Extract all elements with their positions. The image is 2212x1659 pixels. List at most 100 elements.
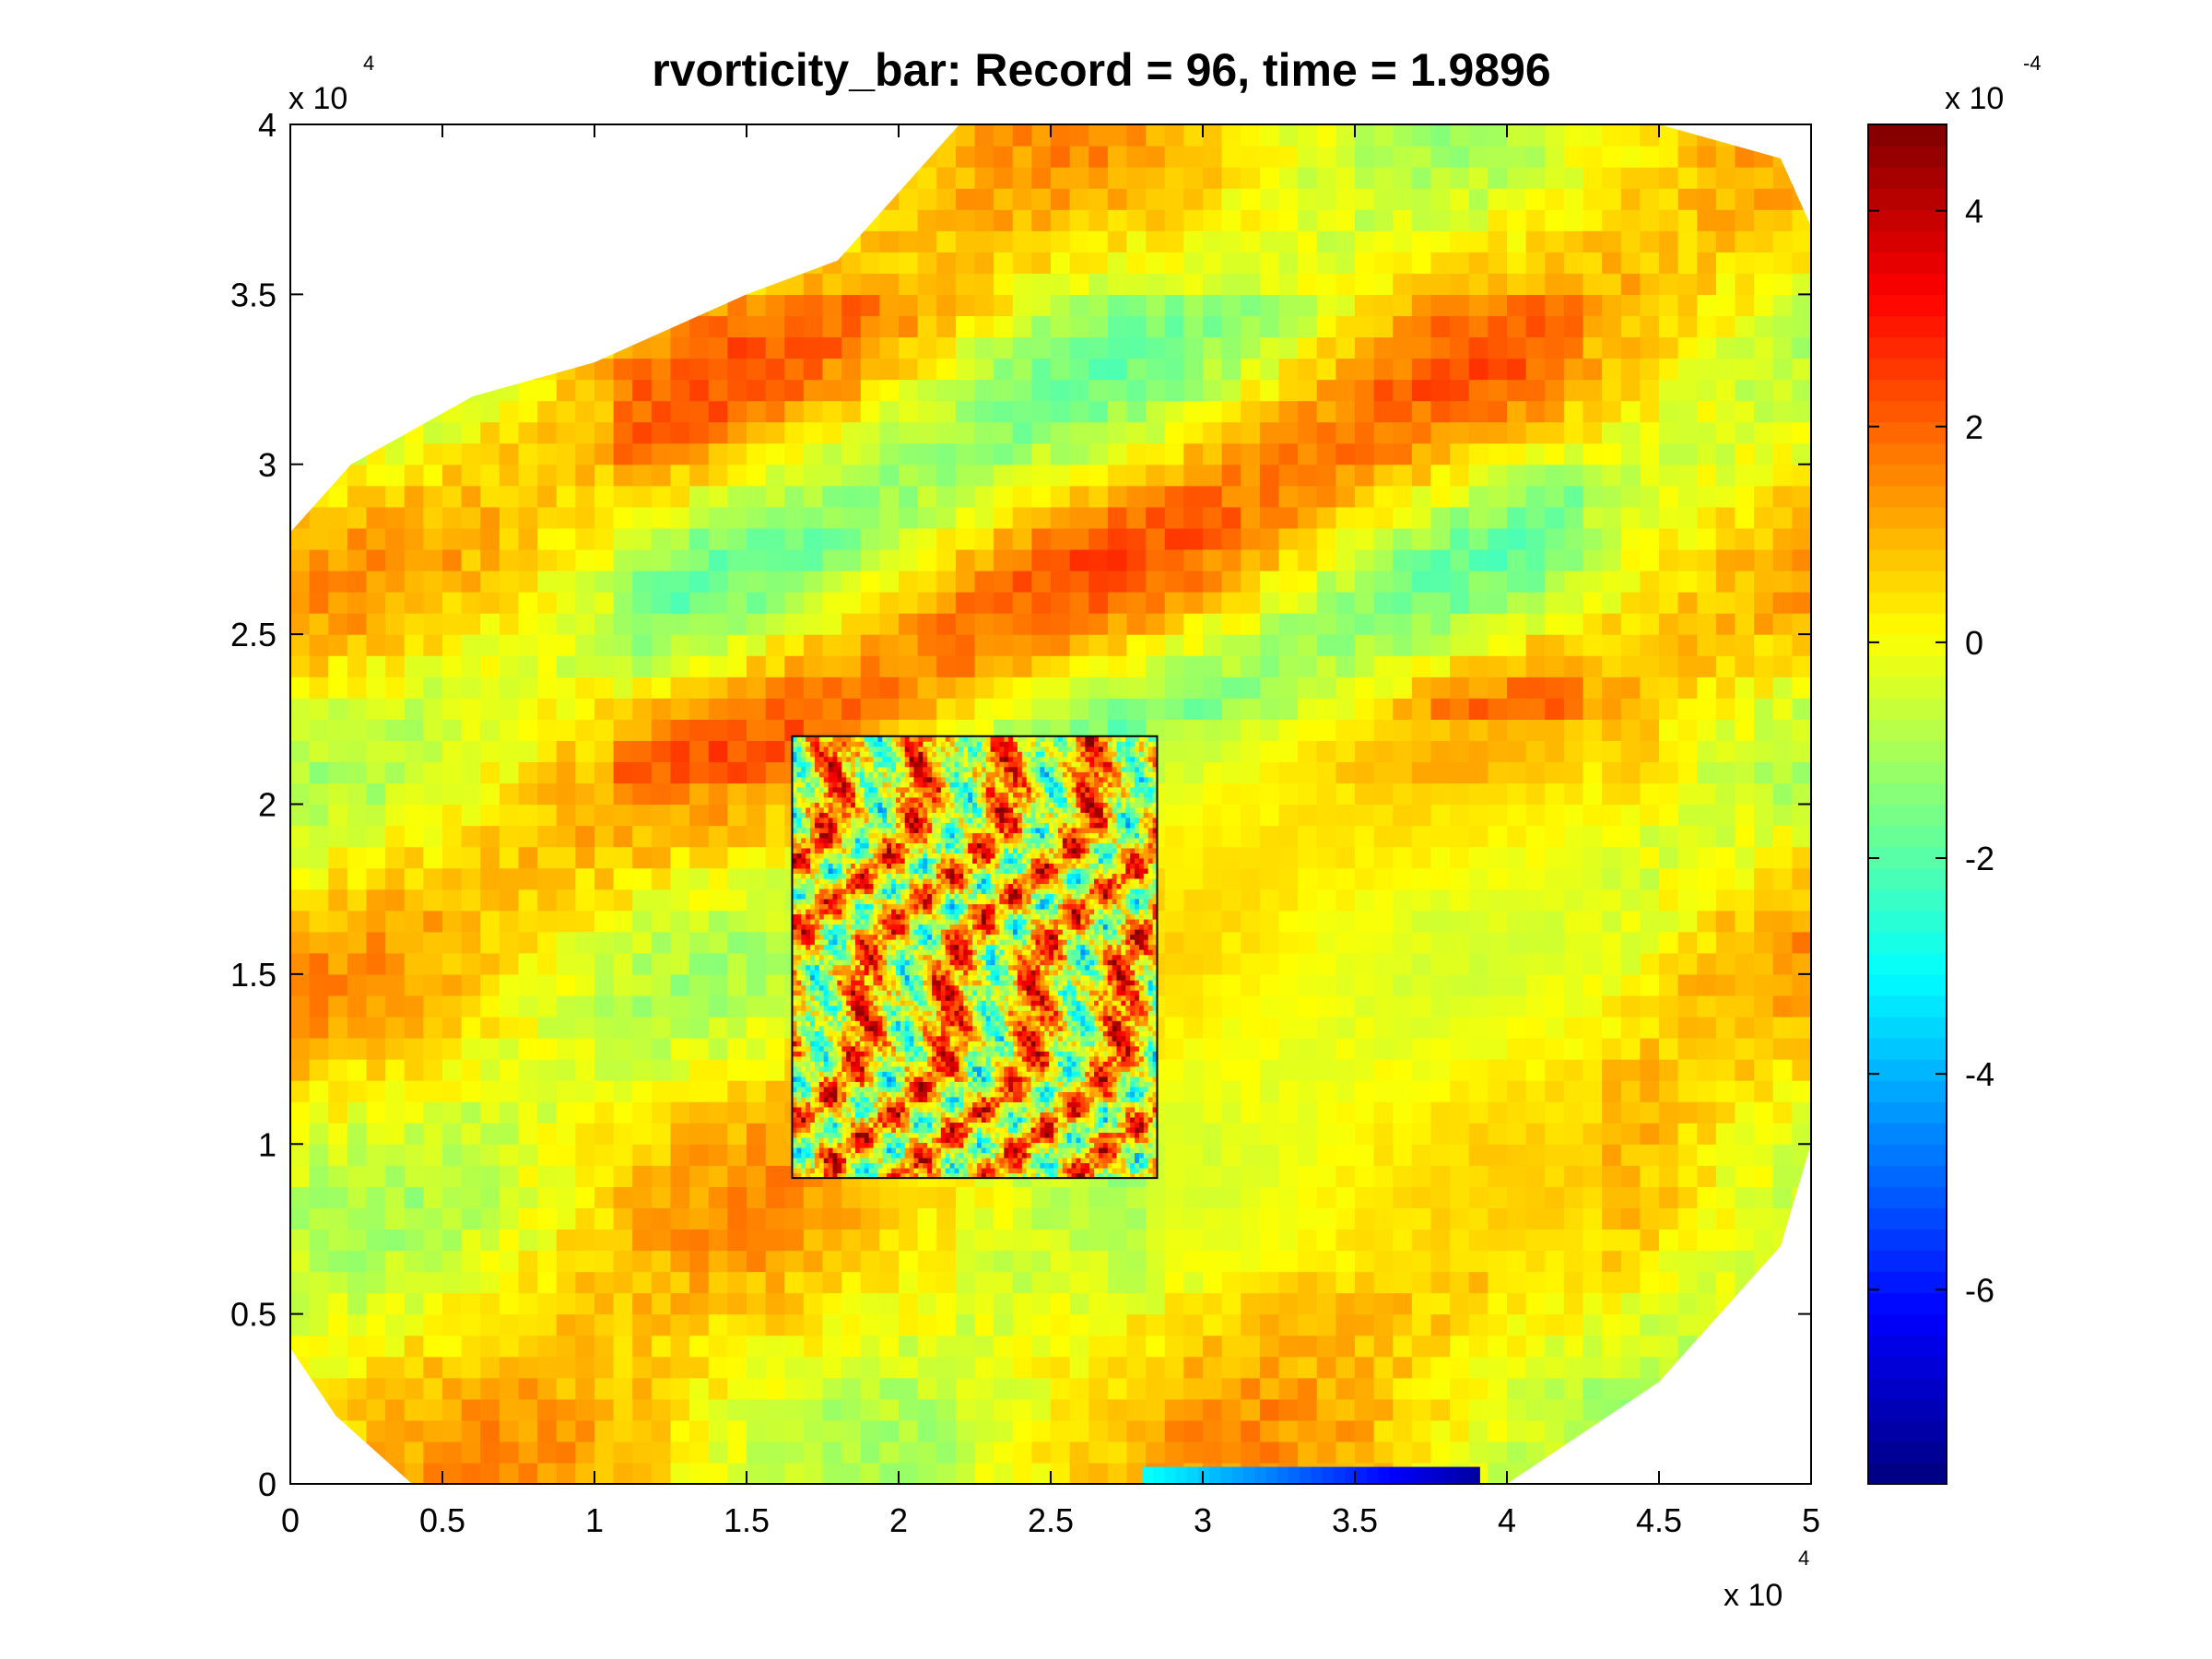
heatmap-cell [860,1419,880,1442]
heatmap-cell [1031,1335,1052,1358]
heatmap-cell [1393,1059,1413,1081]
heatmap-cell [1259,719,1280,741]
heatmap-cell [974,1229,994,1252]
heatmap-cell [1583,804,1603,827]
heatmap-cell [385,1229,406,1252]
heatmap-cell [1697,1441,1717,1464]
heatmap-cell [537,698,558,720]
heatmap-cell [613,1080,633,1102]
heatmap-cell [480,613,500,635]
heatmap-cell [1430,1016,1451,1039]
heatmap-cell [1164,230,1184,253]
heatmap-cell [727,1250,747,1273]
heatmap-cell [708,1038,728,1060]
heatmap-cell [632,1335,653,1358]
heatmap-cell [689,1229,710,1252]
heatmap-cell [1393,1207,1413,1230]
heatmap-cell [1545,421,1565,444]
heatmap-cell [1088,613,1109,635]
heatmap-cell [1393,677,1413,699]
heatmap-cell [1373,592,1394,614]
heatmap-cell [1525,1356,1546,1379]
heatmap-cell [1735,1292,1755,1315]
heatmap-cell [1335,1229,1356,1252]
heatmap-cell [290,548,311,571]
heatmap-cell [442,867,463,890]
heatmap-cell [1373,570,1394,593]
heatmap-cell [727,464,747,487]
heatmap-cell [1373,442,1394,465]
heatmap-cell [841,400,862,423]
heatmap-cell [309,952,329,975]
heatmap-cell [1373,527,1394,550]
heatmap-cell [841,315,862,338]
heatmap-cell [1316,973,1336,996]
heatmap-cell [1602,527,1622,550]
heatmap-cell [1583,442,1603,465]
heatmap-cell [309,1335,329,1358]
heatmap-cell [518,336,538,359]
heatmap-cell [1640,655,1660,677]
heatmap-cell [1545,400,1565,423]
heatmap-cell [461,252,481,274]
heatmap-cell [708,719,728,741]
heatmap-cell [747,1271,767,1294]
heatmap-cell [822,464,842,487]
heatmap-cell [1563,1441,1584,1464]
heatmap-cell [1031,1398,1052,1421]
heatmap-cell [385,1123,406,1145]
heatmap-cell [461,910,481,933]
heatmap-cell [1126,230,1147,253]
heatmap-cell [708,1419,728,1442]
heatmap-cell [708,677,728,699]
heatmap-cell [936,400,957,423]
heatmap-cell [1677,1016,1698,1039]
heatmap-cell [632,804,653,827]
heatmap-cell [1468,719,1488,741]
heatmap-cell [290,634,311,656]
heatmap-cell [328,1313,348,1336]
heatmap-cell [328,973,348,996]
heatmap-cell [1677,1292,1698,1315]
heatmap-cell [747,719,767,741]
heatmap-cell [1754,761,1774,784]
heatmap-cell [632,230,653,253]
heatmap-cell [899,1292,919,1315]
heatmap-cell [727,698,747,720]
heatmap-cell [1221,1292,1241,1315]
heatmap-cell [290,740,311,763]
heatmap-cell [1792,1229,1811,1252]
heatmap-cell [442,719,463,741]
heatmap-cell [328,634,348,656]
heatmap-cell [1373,825,1394,848]
heatmap-cell [1735,1398,1755,1421]
heatmap-cell [1107,1335,1128,1358]
heatmap-cell [366,634,386,656]
heatmap-cell [404,825,424,848]
heatmap-cell [1507,1059,1527,1081]
heatmap-cell [1164,931,1184,954]
heatmap-cell [727,761,747,784]
heatmap-cell [708,1123,728,1145]
heatmap-cell [309,358,329,381]
heatmap-cell [1259,485,1280,508]
heatmap-cell [1012,1313,1032,1336]
heatmap-cell [689,1292,710,1315]
heatmap-cell [1640,315,1660,338]
heatmap-cell [442,506,463,529]
heatmap-cell [594,973,615,996]
heatmap-cell [1563,888,1584,912]
heatmap-cell [594,1271,615,1294]
heatmap-cell [366,464,386,487]
heatmap-cell [879,273,900,295]
heatmap-cell [537,1207,558,1230]
heatmap-cell [1468,485,1488,508]
heatmap-cell [1107,548,1128,571]
heatmap-cell [879,1250,900,1273]
heatmap-cell [1545,634,1565,656]
heatmap-cell [594,1016,615,1039]
heatmap-cell [822,442,842,465]
heatmap-cell [1031,1377,1052,1400]
heatmap-cell [1640,358,1660,381]
heatmap-cell [1146,294,1166,317]
